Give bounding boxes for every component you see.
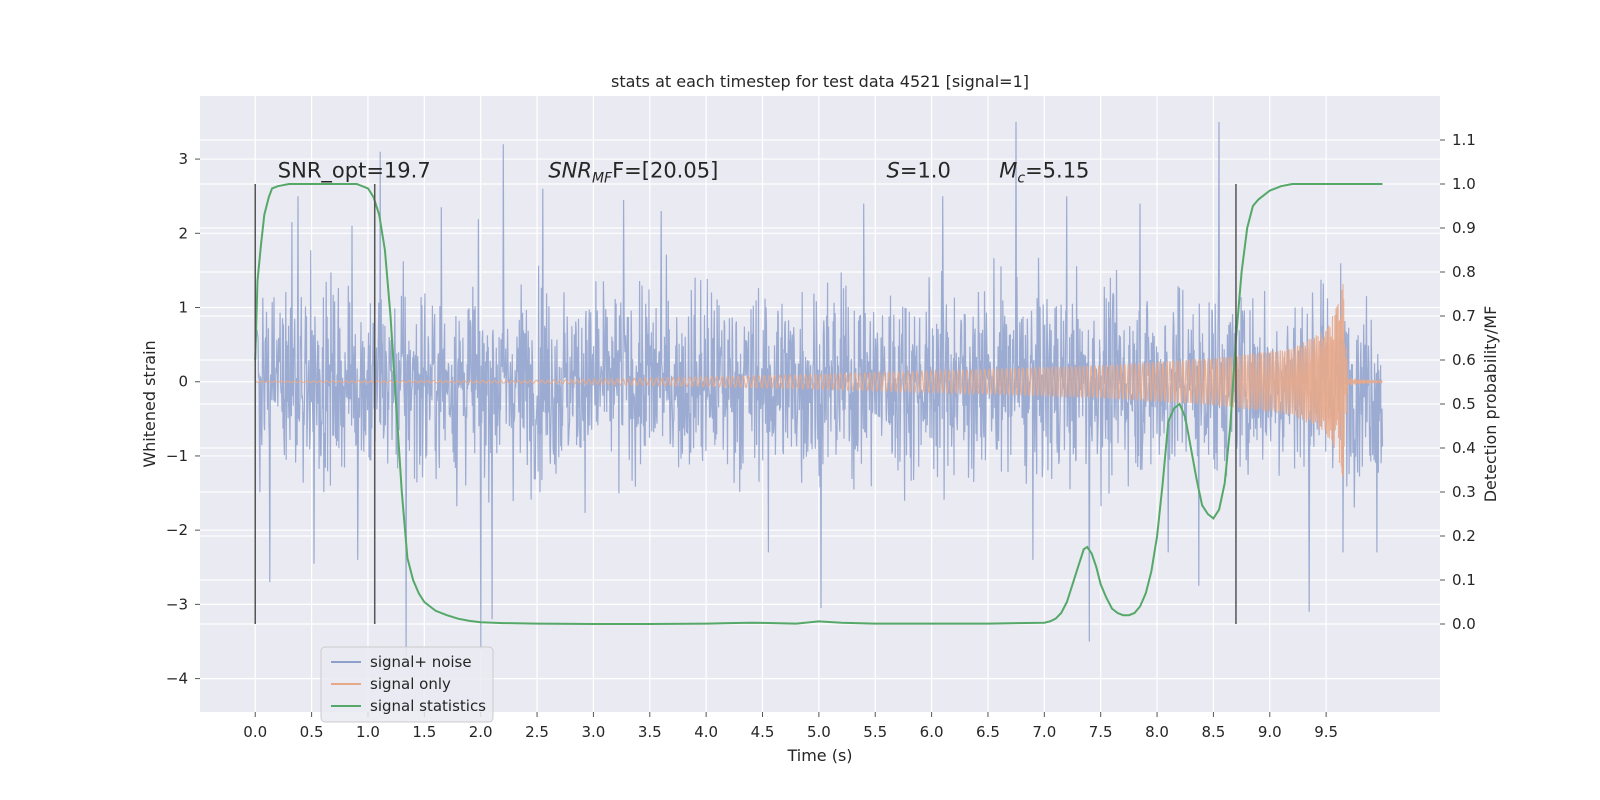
y-right-tick-label-1: 1.0: [1452, 175, 1476, 193]
legend-label-signal-only: signal only: [370, 675, 451, 693]
legend-label-signal-statistics: signal statistics: [370, 697, 486, 715]
annotation-3: Mc=5.15: [999, 159, 1089, 187]
x-tick-label-1: 0.5: [300, 723, 324, 741]
x-tick-label-11: 5.5: [863, 723, 887, 741]
plot-area: [254, 121, 1384, 657]
x-tick-label-2: 1.0: [356, 723, 380, 741]
y-right-tick-label-8: 0.3: [1452, 483, 1476, 501]
x-tick-label-12: 6.0: [920, 723, 944, 741]
x-tick-label-9: 4.5: [751, 723, 775, 741]
y-left-tick-label-3: 0: [178, 373, 188, 391]
x-tick-label-16: 8.0: [1145, 723, 1169, 741]
y-left-tick-label-4: −1: [166, 447, 188, 465]
y-left-tick-label-7: −4: [166, 670, 188, 688]
series-signal-only-line: [254, 283, 1383, 478]
y-right-tick-label-0: 1.1: [1452, 131, 1476, 149]
y-right-tick-label-5: 0.6: [1452, 351, 1476, 369]
annotations: SNR_opt=19.7 SNRMFF=[20.05] S=1.0 Mc=5.15: [278, 159, 1090, 187]
y-left-tick-label-0: 3: [178, 150, 188, 168]
y-left-axis-label: Whitened strain: [140, 340, 159, 467]
x-tick-label-19: 9.5: [1314, 723, 1338, 741]
x-tick-label-5: 2.5: [525, 723, 549, 741]
y-right-tick-label-9: 0.2: [1452, 527, 1476, 545]
y-right-axis-label: Detection probability/MF: [1481, 306, 1500, 503]
series-signal-statistics-line: [254, 183, 1383, 625]
x-tick-label-13: 6.5: [976, 723, 1000, 741]
x-tick-label-4: 2.0: [469, 723, 493, 741]
y-right-tick-label-11: 0.0: [1452, 615, 1476, 633]
x-tick-label-14: 7.0: [1032, 723, 1056, 741]
x-tick-label-6: 3.0: [581, 723, 605, 741]
y-right-axis-ticks: 1.1 1.0 0.9 0.8 0.7 0.6 0.5 0.4 0.3 0.2 0.1 0.0: [1440, 131, 1476, 633]
legend: signal+ noise signal only signal statist…: [320, 646, 494, 723]
y-left-tick-label-6: −3: [166, 595, 188, 613]
chart-title: stats at each timestep for test data 452…: [611, 72, 1029, 91]
x-tick-label-10: 5.0: [807, 723, 831, 741]
x-tick-label-7: 3.5: [638, 723, 662, 741]
y-right-tick-label-10: 0.1: [1452, 571, 1476, 589]
y-right-tick-label-6: 0.5: [1452, 395, 1476, 413]
x-tick-label-18: 9.0: [1258, 723, 1282, 741]
x-tick-label-3: 1.5: [412, 723, 436, 741]
series-layer: [254, 121, 1384, 657]
y-right-tick-label-7: 0.4: [1452, 439, 1476, 457]
annotation-2: S=1.0: [887, 159, 951, 183]
x-axis-ticks: 0.0 0.5 1.0 1.5 2.0 2.5 3.0 3.5 4.0 4.5 5.0 5.5 6.0 6…: [243, 712, 1338, 741]
y-right-tick-label-3: 0.8: [1452, 263, 1476, 281]
annotation-1: SNRMFF=[20.05]: [548, 159, 718, 187]
y-left-tick-label-5: −2: [166, 521, 188, 539]
x-tick-label-8: 4.0: [694, 723, 718, 741]
y-right-tick-label-2: 0.9: [1452, 219, 1476, 237]
vertical-markers: [254, 184, 1237, 624]
x-tick-label-15: 7.5: [1089, 723, 1113, 741]
y-left-axis-ticks: 3 2 1 0 −1 −2 −3 −4: [166, 150, 200, 688]
legend-box: [320, 646, 494, 723]
series-signal-noise-line: [254, 121, 1384, 657]
y-right-tick-label-4: 0.7: [1452, 307, 1476, 325]
x-tick-label-17: 8.5: [1201, 723, 1225, 741]
x-axis-label: Time (s): [786, 746, 852, 765]
annotation-0: SNR_opt=19.7: [278, 159, 431, 184]
y-left-tick-label-2: 1: [178, 299, 188, 317]
y-left-tick-label-1: 2: [178, 224, 188, 242]
x-tick-label-0: 0.0: [243, 723, 267, 741]
legend-label-signal-noise: signal+ noise: [370, 653, 472, 671]
